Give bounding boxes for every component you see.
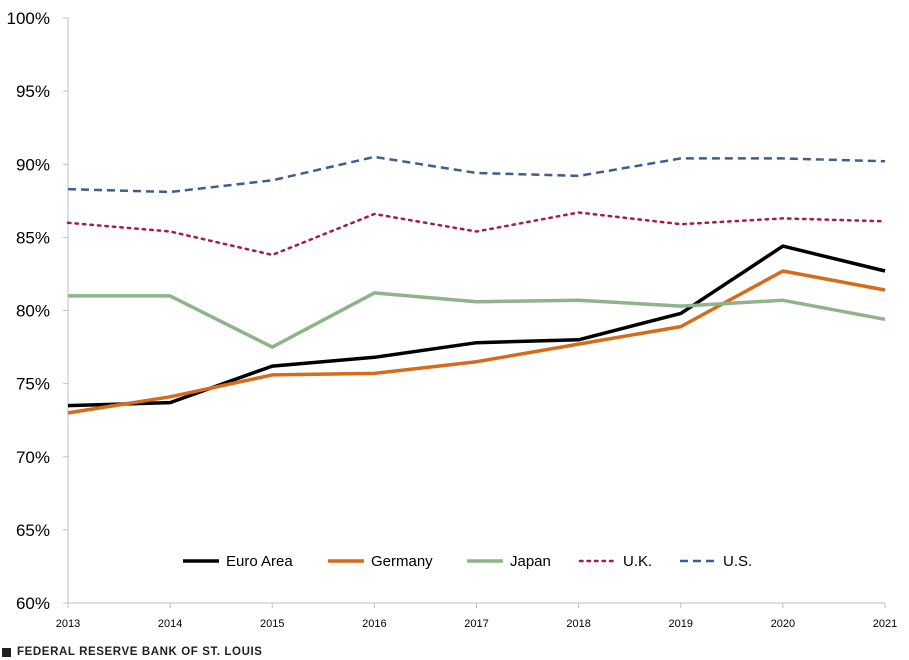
series-line-japan xyxy=(68,291,886,349)
source-label: FEDERAL RESERVE BANK OF ST. LOUIS xyxy=(17,646,263,658)
legend-label: U.K. xyxy=(623,553,652,570)
legend-label: Japan xyxy=(510,553,551,570)
legend: Euro Area Germany Japan U.K. U.S. xyxy=(183,553,752,570)
x-tick-label: 2018 xyxy=(566,618,590,630)
x-axis-ticks: 2013 2014 2015 2016 2017 2018 2019 2020 2021 xyxy=(56,603,897,630)
footer: FEDERAL RESERVE BANK OF ST. LOUIS xyxy=(2,645,263,659)
legend-label: U.S. xyxy=(723,553,752,570)
x-tick-label: 2021 xyxy=(873,618,897,630)
x-tick-label: 2015 xyxy=(260,618,284,630)
line-chart: 60%65%70%75%80%85%90%95%100% 2013 2014 201… xyxy=(7,9,898,630)
x-tick-label: 2016 xyxy=(362,618,386,630)
y-tick-label: 80% xyxy=(16,302,50,321)
y-tick-label: 65% xyxy=(16,521,50,540)
square-icon xyxy=(2,647,11,657)
y-axis-ticks: 60% 65% 70% 75% 80% 85% 90% 95% 100% xyxy=(7,9,68,613)
x-tick-label: 2017 xyxy=(464,618,488,630)
legend-label: Germany xyxy=(371,553,433,570)
series-lines xyxy=(66,155,887,415)
y-tick-label: 60% xyxy=(16,594,50,613)
series-line-u-s xyxy=(67,155,886,194)
x-tick-label: 2020 xyxy=(771,618,795,630)
legend-label: Euro Area xyxy=(226,553,293,570)
y-tick-label: 90% xyxy=(16,155,50,174)
x-tick-label: 2013 xyxy=(56,618,80,630)
series-line-u-k xyxy=(66,211,887,257)
x-tick-label: 2014 xyxy=(158,618,182,630)
y-tick-label: 85% xyxy=(16,228,50,247)
x-tick-label: 2019 xyxy=(669,618,693,630)
axes xyxy=(67,18,885,604)
y-tick-label: 100% xyxy=(7,9,50,28)
y-tick-label: 75% xyxy=(16,375,50,394)
series-line-germany xyxy=(67,269,886,415)
y-tick-label: 70% xyxy=(16,448,50,467)
y-tick-label: 95% xyxy=(16,82,50,101)
series-line-euro-area xyxy=(67,244,886,408)
